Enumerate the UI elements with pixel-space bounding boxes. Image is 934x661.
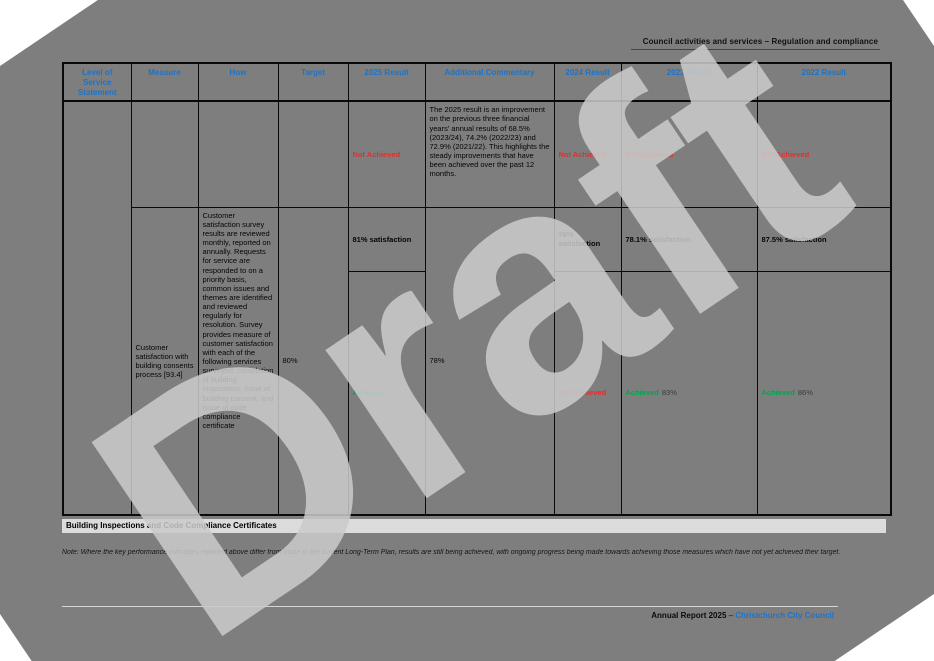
footer-divider [62,606,838,607]
cell-2023-satisfaction: 78.1% satisfaction [620,206,758,272]
page-header: Council activities and services – Regula… [630,37,880,50]
not-achieved-label: Not Achieved [558,388,607,398]
cell-target-row1 [277,100,349,208]
header-2022-result: 2022 Result [756,62,892,103]
cell-2022-satisfaction: 87.5% satisfaction [756,206,892,272]
result-note: 83% [661,388,677,398]
header-additional-commentary: Additional Commentary [424,62,555,103]
table-row-continuation: Not Achieved The 2025 result is an impro… [62,100,892,516]
page-footer: Annual Report 2025 – Christchurch City C… [651,611,834,620]
footer-report-title: Annual Report 2025 [651,611,727,620]
header-2025-result: 2025 Result [347,62,426,103]
cell-2023-result-row2: Achieved 83% [620,270,758,516]
table-row-satisfaction-values: Customer satisfaction with building cons… [63,206,892,516]
section-band: Building Inspections and Code Compliance… [62,519,886,533]
achieved-label: Achieved [761,388,795,398]
cell-level-of-service [62,100,132,516]
table-row-achievement-status: Achieved Not Achieved Achieved 83% Achiev… [63,270,892,516]
header-2024-result: 2024 Result [553,62,622,103]
header-level-of-service: Level of Service Statement [62,62,132,103]
cell-commentary-row1: The 2025 result is an improvement on the… [424,100,555,208]
achieved-label: Achieved [625,388,659,398]
cell-2025-result-row2: Achieved [347,270,426,516]
result-note: 86% [797,388,813,398]
not-achieved-label: Not Achieved [761,149,810,159]
cell-measure-row2: Customer satisfaction with building cons… [130,206,199,516]
cell-2024-result-row2: Not Achieved [553,270,622,516]
cell-target-row2: 80% [277,206,349,516]
table-header-row: Level of Service Statement Measure How T… [62,62,892,103]
cell-2025-result-row1: Not Achieved [347,100,426,208]
cell-2025-satisfaction: 81% satisfaction [347,206,426,272]
not-achieved-label: Not Achieved [558,149,607,159]
cell-2022-result-row1: Not Achieved [756,100,892,208]
cell-2023-result-row1: Not Achieved [620,100,758,208]
achieved-label: Achieved [352,388,386,398]
cell-measure-row1 [130,100,199,208]
header-measure: Measure [130,62,199,103]
not-achieved-label: Not Achieved [352,149,401,159]
cell-2024-result-row1: Not Achieved [553,100,622,208]
cell-2024-satisfaction: 76% satisfaction [553,206,622,272]
cell-how-row1 [197,100,279,208]
header-target: Target [277,62,349,103]
footnote: Note: Where the key performance indicato… [62,549,841,556]
header-how: How [197,62,279,103]
cell-how-row2: Customer satisfaction survey results are… [197,206,279,516]
not-achieved-label: Not Achieved [625,149,674,159]
header-2023-result: 2023 Result [620,62,758,103]
performance-measures-table: Level of Service Statement Measure How T… [62,62,892,517]
footer-separator: – [726,611,736,620]
footer-council-name: Christchurch City Council [735,611,834,620]
cell-commentary-row2: 78% [424,206,555,516]
cell-2022-result-row2: Achieved 86% [756,270,892,516]
